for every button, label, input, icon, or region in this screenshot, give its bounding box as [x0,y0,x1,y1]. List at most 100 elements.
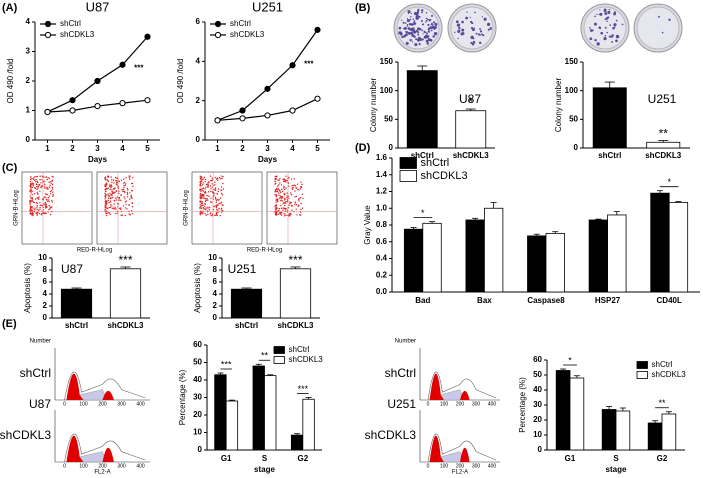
x-tick-label: 2 [240,144,245,153]
flow-event [109,194,111,196]
flow-event [105,185,107,187]
colony [457,29,461,33]
bar [279,268,312,319]
flow-event [200,202,203,204]
colony [599,12,603,16]
hist-row-label: shCtrl [20,366,51,380]
hist-row-label: shCDKL3 [0,428,51,442]
flow-event [291,209,293,211]
flow-event [203,195,205,198]
colony [615,39,618,43]
flow-event [49,213,52,216]
flow-event [203,208,205,210]
flow-event [29,208,32,210]
flow-event [30,178,33,180]
flow-event [283,185,285,188]
colony [428,27,431,30]
flow-event [123,184,125,187]
flow-event [36,212,38,215]
significance: *** [118,253,132,267]
flow-event [126,208,128,210]
colony [482,34,484,36]
hist-cell-label: U87 [29,397,51,411]
x-tick-label: 5 [315,144,320,153]
colony [456,23,461,27]
hist-g2-peak [102,390,114,400]
flow-event [202,182,204,184]
flow-event [132,177,134,179]
flow-event [124,201,127,203]
bar [647,422,663,451]
colony [473,27,475,29]
flow-event [122,188,125,191]
colony [603,36,607,41]
y-tick-label: 0 [196,135,201,144]
flow-event [211,201,213,203]
legend-label: shCDKL3 [289,355,324,364]
y-tick-label: 50 [533,370,542,379]
hist-g2-peak [460,390,470,400]
flow-event [114,206,116,208]
colony [407,10,411,14]
flow-event [124,184,126,186]
flow-event [291,205,293,207]
colony [471,42,475,46]
flow-event [284,179,286,181]
hist-outline [427,433,497,463]
y-tick-label: 2 [26,76,31,85]
x-axis-label: stage [606,465,627,474]
flow-event [204,213,206,215]
legend-label: shCDKL3 [230,30,265,39]
colony [416,27,421,31]
flow-event [105,200,108,203]
y-tick-label: 150 [565,57,579,66]
colony [593,22,597,26]
flow-event [123,186,125,189]
flow-event [214,184,216,186]
significance: ** [261,351,269,361]
legend-swatch [273,356,285,364]
flow-event [107,197,110,200]
flow-event [122,205,125,207]
series-line [47,36,148,113]
colony [426,18,429,21]
colony [489,27,493,30]
flow-event [46,186,48,188]
flow-event [204,208,206,210]
hist-row-label: shCDKL3 [365,428,417,442]
bar [406,70,438,149]
colony [406,18,409,20]
data-point [289,107,296,114]
flow-event [220,201,223,204]
flow-event [208,195,210,197]
flow-event [107,175,110,177]
colony [427,23,430,27]
flow-event [282,200,284,202]
colony [433,32,438,36]
cell-label: U251 [228,262,257,276]
y-axis-label: Percentage (%) [178,369,187,425]
flow-event [210,188,212,190]
flow-event [37,209,40,212]
flow-event [201,180,203,183]
flow-event [202,213,204,215]
flow-event [217,190,220,193]
flow-event [283,178,285,180]
panel-label: (C) [2,162,18,174]
flow-event [293,203,296,206]
flow-event [105,196,107,198]
flow-event [41,175,43,177]
flow-event [205,207,207,209]
flow-event [118,199,120,201]
flow-event [120,179,123,181]
flow-event [109,188,111,191]
flow-event [45,205,48,208]
legend-label: shCDKL3 [60,30,95,39]
flow-event [300,202,302,205]
flow-event [275,208,277,210]
flow-x-label: RED-R-HLog [77,248,112,254]
flow-event [208,181,210,183]
flow-event [277,213,280,215]
flow-y-label: GRN-B-HLog [14,190,20,226]
flow-event [215,178,218,180]
